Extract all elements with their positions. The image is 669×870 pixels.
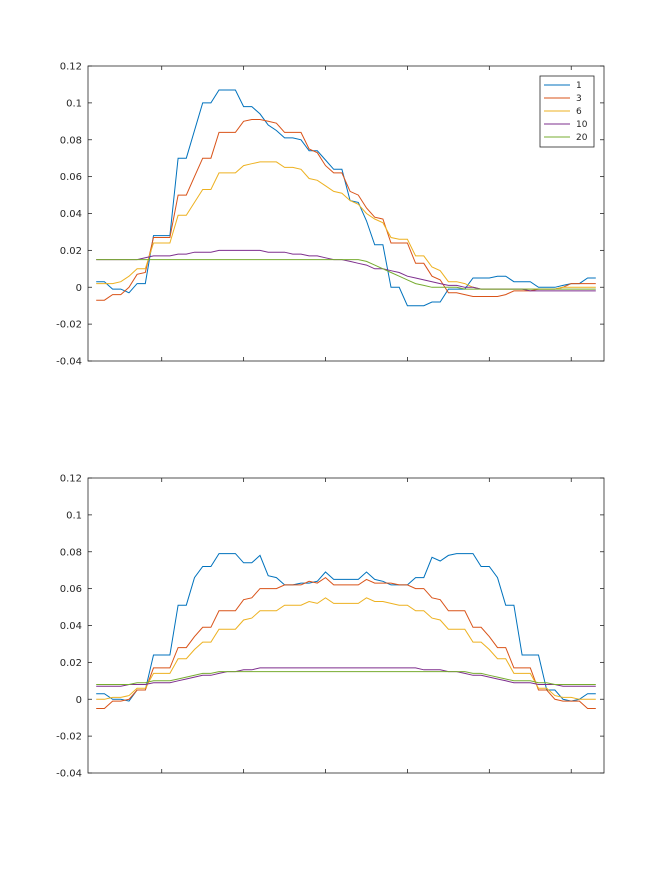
y-tick-label: 0.06 (60, 584, 82, 595)
series-line-4 (96, 259, 596, 290)
series-line-1 (96, 576, 596, 709)
plot-area (87, 477, 605, 774)
y-tick-label: 0.02 (60, 658, 82, 669)
legend-label: 10 (576, 120, 588, 130)
y-tick-label: -0.04 (56, 769, 82, 780)
plot-area (87, 65, 605, 362)
y-tick-label: 0.02 (60, 246, 82, 257)
y-tick-label: -0.02 (56, 732, 82, 743)
y-tick-label: 0.06 (60, 172, 82, 183)
series-line-0 (96, 89, 596, 307)
top-chart: -0.04 -0.02 0 0.02 0.04 0.06 0.08 0.1 0.12 1 3 6 10 2… (56, 62, 605, 368)
bottom-chart: -0.04 -0.02 0 0.02 0.04 0.06 0.08 0.1 0.12 (56, 474, 605, 780)
y-tick-label: 0.1 (66, 98, 82, 109)
legend-label: 6 (576, 107, 582, 117)
series-line-1 (96, 119, 596, 301)
y-tick-label: 0.1 (66, 510, 82, 521)
y-tick-label: 0.12 (60, 474, 82, 485)
y-tick-label: 0.04 (60, 209, 82, 220)
series-line-4 (96, 671, 596, 685)
legend-label: 3 (576, 94, 582, 104)
series-line-0 (96, 553, 596, 702)
y-tick-label: 0.08 (60, 135, 82, 146)
y-tick-label: 0 (76, 695, 82, 706)
series-line-2 (96, 597, 596, 700)
y-tick-label: 0.08 (60, 547, 82, 558)
y-tick-label: 0.04 (60, 621, 82, 632)
series-line-3 (96, 667, 596, 687)
y-tick-label: 0.12 (60, 62, 82, 73)
legend-label: 20 (576, 133, 588, 143)
legend-label: 1 (576, 81, 582, 91)
y-tick-label: -0.02 (56, 320, 82, 331)
y-tick-label: 0 (76, 283, 82, 294)
y-tick-label: -0.04 (56, 357, 82, 368)
